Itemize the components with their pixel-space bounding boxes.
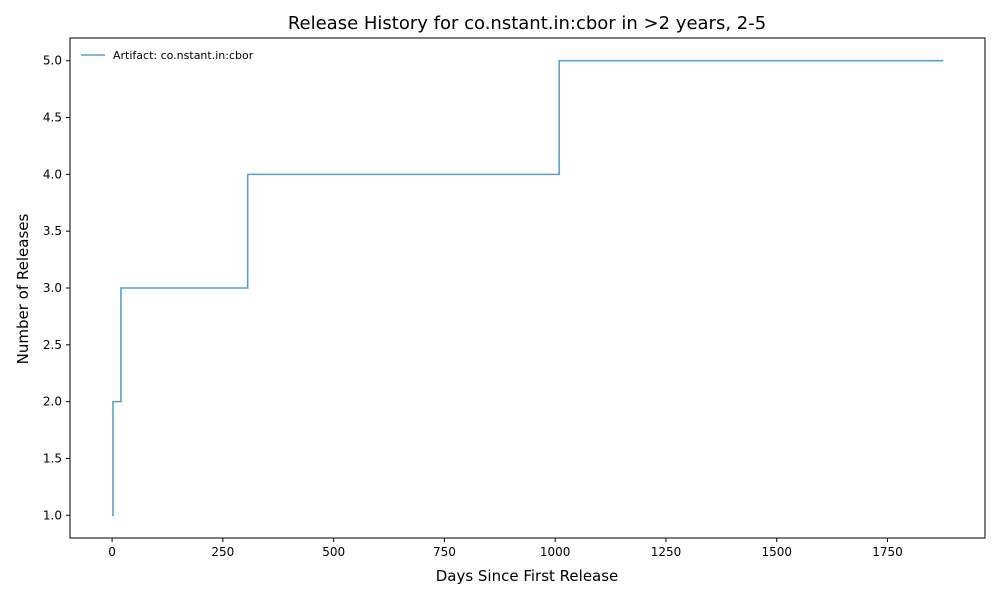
x-tick-label: 0 <box>108 545 116 559</box>
x-tick-label: 1750 <box>872 545 903 559</box>
series-layer <box>112 59 944 517</box>
y-tick-label: 2.0 <box>43 395 62 409</box>
y-tick-label: 1.0 <box>43 508 62 522</box>
x-tick-label: 500 <box>322 545 345 559</box>
x-axis: 0 250 500 750 1000 1250 1500 1750 <box>108 538 903 559</box>
x-tick-label: 1000 <box>540 545 571 559</box>
x-tick-label: 1250 <box>651 545 682 559</box>
x-tick-label: 750 <box>433 545 456 559</box>
x-axis-label: Days Since First Release <box>436 567 619 585</box>
y-tick-label: 4.0 <box>43 167 62 181</box>
y-tick-label: 3.5 <box>43 224 62 238</box>
y-tick-label: 3.0 <box>43 281 62 295</box>
chart-title: Release History for co.nstant.in:cbor in… <box>288 13 766 34</box>
y-tick-label: 5.0 <box>43 54 62 68</box>
x-tick-label: 250 <box>211 545 234 559</box>
x-tick-label: 1500 <box>761 545 792 559</box>
y-tick-label: 4.5 <box>43 111 62 125</box>
y-axis: 1.0 1.5 2.0 2.5 3.0 3.5 4.0 4.5 5.0 <box>43 54 70 522</box>
y-axis-label: Number of Releases <box>14 213 32 364</box>
y-tick-label: 2.5 <box>43 338 62 352</box>
series-line <box>112 59 944 517</box>
legend-label: Artifact: co.nstant.in:cbor <box>113 49 254 62</box>
legend: Artifact: co.nstant.in:cbor <box>81 49 254 62</box>
y-tick-label: 1.5 <box>43 451 62 465</box>
